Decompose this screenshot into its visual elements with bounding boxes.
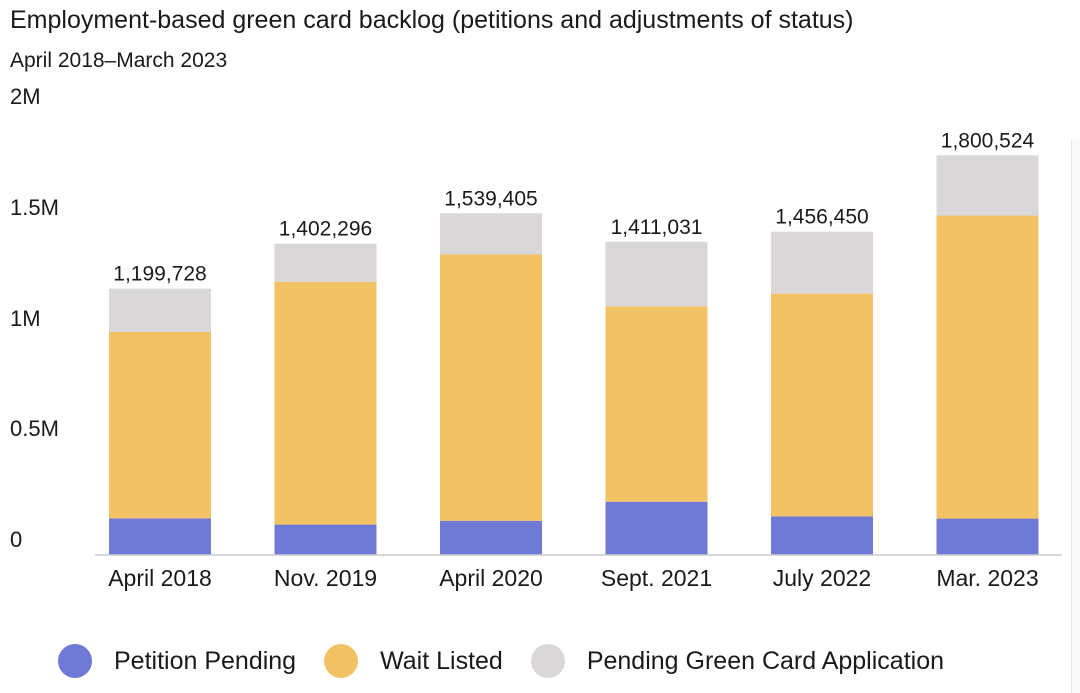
y-tick-label: 1M	[10, 306, 41, 331]
bar-segment-pending-green-card-application	[274, 243, 377, 282]
y-axis: 0 0.5M 1M 1.5M 2M	[10, 84, 59, 552]
bar-segment-petition-pending	[109, 518, 211, 555]
x-tick-label: Sept. 2021	[601, 565, 712, 591]
total-label: 1,800,524	[941, 129, 1035, 152]
bar-segment-wait-listed	[605, 306, 708, 502]
legend-item-petition-pending: Petition Pending	[58, 644, 296, 678]
y-tick-label: 0	[10, 527, 22, 552]
legend-label: Pending Green Card Application	[586, 646, 945, 675]
total-label: 1,456,450	[775, 206, 868, 229]
total-label: 1,539,405	[444, 187, 537, 210]
total-label: 1,402,296	[279, 218, 372, 241]
total-label: 1,199,728	[113, 263, 206, 286]
scroll-edge	[1071, 140, 1080, 693]
legend-item-wait-listed: Wait Listed	[324, 644, 503, 678]
bar-segment-petition-pending	[274, 524, 377, 555]
legend-swatch	[58, 644, 92, 678]
x-tick-label: Mar. 2023	[936, 565, 1038, 591]
y-tick-label: 0.5M	[10, 416, 59, 441]
y-tick-label: 2M	[10, 84, 41, 109]
bar-segment-pending-green-card-application	[936, 155, 1039, 216]
bar-segment-pending-green-card-application	[440, 213, 542, 255]
bars	[109, 155, 1039, 555]
total-labels: 1,199,728 1,402,296 1,539,405 1,411,031 1,45…	[113, 129, 1034, 285]
bar-segment-petition-pending	[605, 501, 708, 555]
legend-swatch	[324, 644, 359, 678]
legend-swatch	[530, 644, 565, 678]
legend: Petition Pending Wait Listed Pending Green…	[58, 644, 972, 678]
x-axis: April 2018 Nov. 2019 April 2020 Sept. 2021 J…	[108, 565, 1038, 591]
bar-segment-wait-listed	[771, 293, 873, 517]
total-label: 1,411,031	[611, 216, 703, 239]
bar-segment-wait-listed	[109, 331, 211, 519]
bar-segment-petition-pending	[771, 516, 873, 555]
x-tick-label: April 2018	[108, 565, 212, 591]
legend-item-pending-green-card-application: Pending Green Card Application	[530, 644, 945, 678]
bar-segment-pending-green-card-application	[605, 241, 708, 307]
x-tick-label: Nov. 2019	[274, 565, 377, 591]
x-tick-label: July 2022	[773, 565, 871, 591]
bar-segment-wait-listed	[936, 215, 1039, 519]
chart-title: Employment-based green card backlog (pet…	[10, 6, 854, 34]
x-tick-label: April 2020	[439, 565, 543, 591]
legend-label: Wait Listed	[380, 646, 503, 675]
bar-segment-petition-pending	[440, 520, 542, 555]
legend-label: Petition Pending	[114, 646, 297, 675]
bar-segment-pending-green-card-application	[109, 288, 211, 332]
bar-segment-pending-green-card-application	[771, 231, 873, 294]
bar-segment-petition-pending	[936, 518, 1039, 555]
bar-segment-wait-listed	[440, 254, 542, 521]
y-tick-label: 1.5M	[10, 195, 59, 220]
chart-subtitle: April 2018–March 2023	[10, 49, 228, 72]
bar-segment-wait-listed	[274, 281, 377, 525]
